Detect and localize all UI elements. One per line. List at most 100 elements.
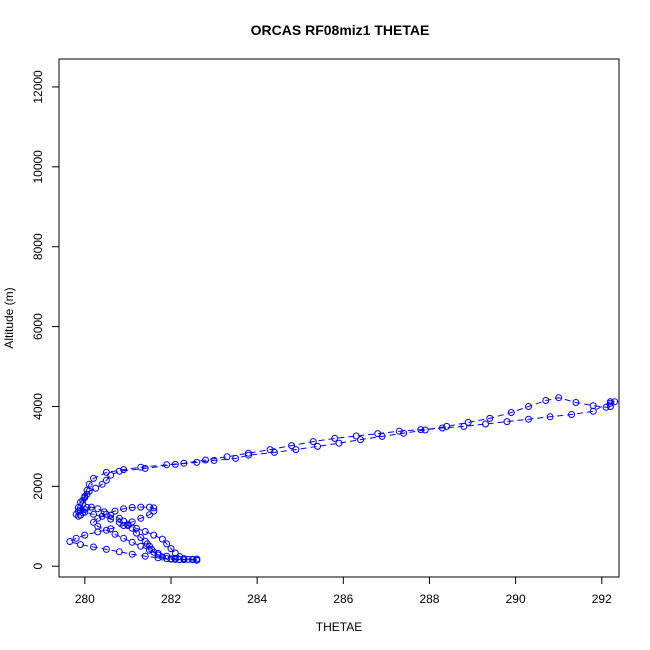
data-point	[146, 511, 153, 519]
data-point	[128, 518, 136, 526]
data-point	[102, 468, 110, 476]
data-point	[611, 398, 619, 406]
data-point	[154, 554, 162, 562]
data-point	[90, 518, 97, 526]
data-point	[72, 534, 80, 542]
y-axis: 0 2000 4000 6000 8000 10000 12000	[31, 70, 60, 570]
data-point	[102, 476, 110, 484]
data-point	[288, 442, 296, 450]
data-point	[107, 515, 115, 523]
y-tick-label: 0	[31, 563, 45, 570]
data-point	[141, 552, 149, 560]
data-point	[87, 503, 95, 511]
data-point	[115, 514, 123, 522]
y-tick-label: 12000	[31, 70, 45, 104]
data-point	[158, 535, 166, 543]
data-point	[94, 528, 102, 536]
data-point	[90, 474, 97, 482]
y-tick-label: 10000	[31, 150, 45, 184]
data-point	[542, 397, 550, 404]
x-tick-label: 280	[75, 592, 95, 606]
data-point	[98, 512, 106, 520]
y-tick-label: 6000	[31, 313, 45, 340]
data-point	[128, 550, 136, 558]
x-tick-label: 290	[506, 592, 526, 606]
data-point	[102, 510, 110, 518]
data-point	[107, 511, 115, 519]
data-point	[167, 545, 175, 553]
data-point	[81, 492, 89, 500]
x-tick-label: 284	[247, 592, 267, 606]
data-point	[482, 420, 489, 428]
data-point	[245, 451, 252, 459]
data-point	[128, 504, 136, 511]
data-point	[85, 480, 93, 488]
data-point	[90, 510, 97, 518]
data-point	[81, 531, 89, 539]
data-point	[107, 525, 115, 533]
data-point	[171, 554, 179, 562]
data-point	[180, 555, 188, 563]
data-point	[335, 439, 343, 447]
y-tick-label: 4000	[31, 393, 45, 420]
data-point	[120, 466, 128, 474]
data-point	[292, 446, 300, 454]
data-point	[568, 411, 576, 418]
series-line	[77, 401, 611, 561]
data-point	[309, 438, 317, 446]
data-point	[137, 463, 145, 471]
data-point	[163, 461, 171, 469]
data-point	[115, 548, 123, 556]
data-point	[507, 409, 515, 416]
data-point	[111, 507, 119, 515]
data-point	[94, 505, 102, 513]
data-point	[102, 526, 110, 534]
data-point	[133, 529, 140, 537]
x-axis: 280 282 284 286 288 290 292	[75, 576, 612, 606]
data-point	[171, 549, 179, 557]
y-axis-label: Altitude (m)	[2, 287, 16, 348]
data-point	[137, 514, 145, 522]
data-point	[223, 453, 231, 461]
data-point	[150, 504, 158, 512]
data-point	[503, 418, 511, 426]
data-point	[137, 534, 145, 541]
x-tick-label: 288	[419, 592, 439, 606]
data-point	[77, 506, 84, 514]
y-tick-label: 8000	[31, 233, 45, 260]
data-point	[606, 403, 614, 410]
data-point	[141, 528, 149, 535]
y-tick-label: 2000	[31, 473, 45, 500]
data-point	[400, 429, 408, 437]
data-point	[589, 407, 597, 415]
series-line	[68, 506, 197, 561]
data-point	[202, 456, 209, 464]
data-point	[141, 464, 149, 472]
data-point	[357, 436, 364, 444]
data-point	[92, 484, 100, 492]
data-point	[120, 522, 128, 529]
data-point	[81, 508, 89, 516]
data-point	[74, 512, 82, 520]
data-point	[120, 534, 128, 542]
data-point	[486, 414, 494, 422]
x-tick-label: 292	[592, 592, 612, 606]
data-point	[163, 540, 171, 548]
data-point	[525, 403, 532, 410]
data-point	[352, 432, 360, 440]
x-tick-label: 282	[161, 592, 181, 606]
data-point	[314, 442, 321, 450]
data-point	[128, 538, 136, 546]
data-point	[460, 422, 468, 430]
data-point	[94, 522, 102, 530]
data-point	[606, 398, 614, 406]
data-point	[572, 399, 580, 406]
data-point	[417, 426, 425, 434]
data-point	[146, 503, 153, 511]
data-point	[210, 456, 218, 464]
data-point	[77, 541, 84, 549]
data-point	[193, 556, 201, 564]
chart-title: ORCAS RF08miz1 THETAE	[251, 22, 430, 38]
data-point	[421, 426, 429, 434]
